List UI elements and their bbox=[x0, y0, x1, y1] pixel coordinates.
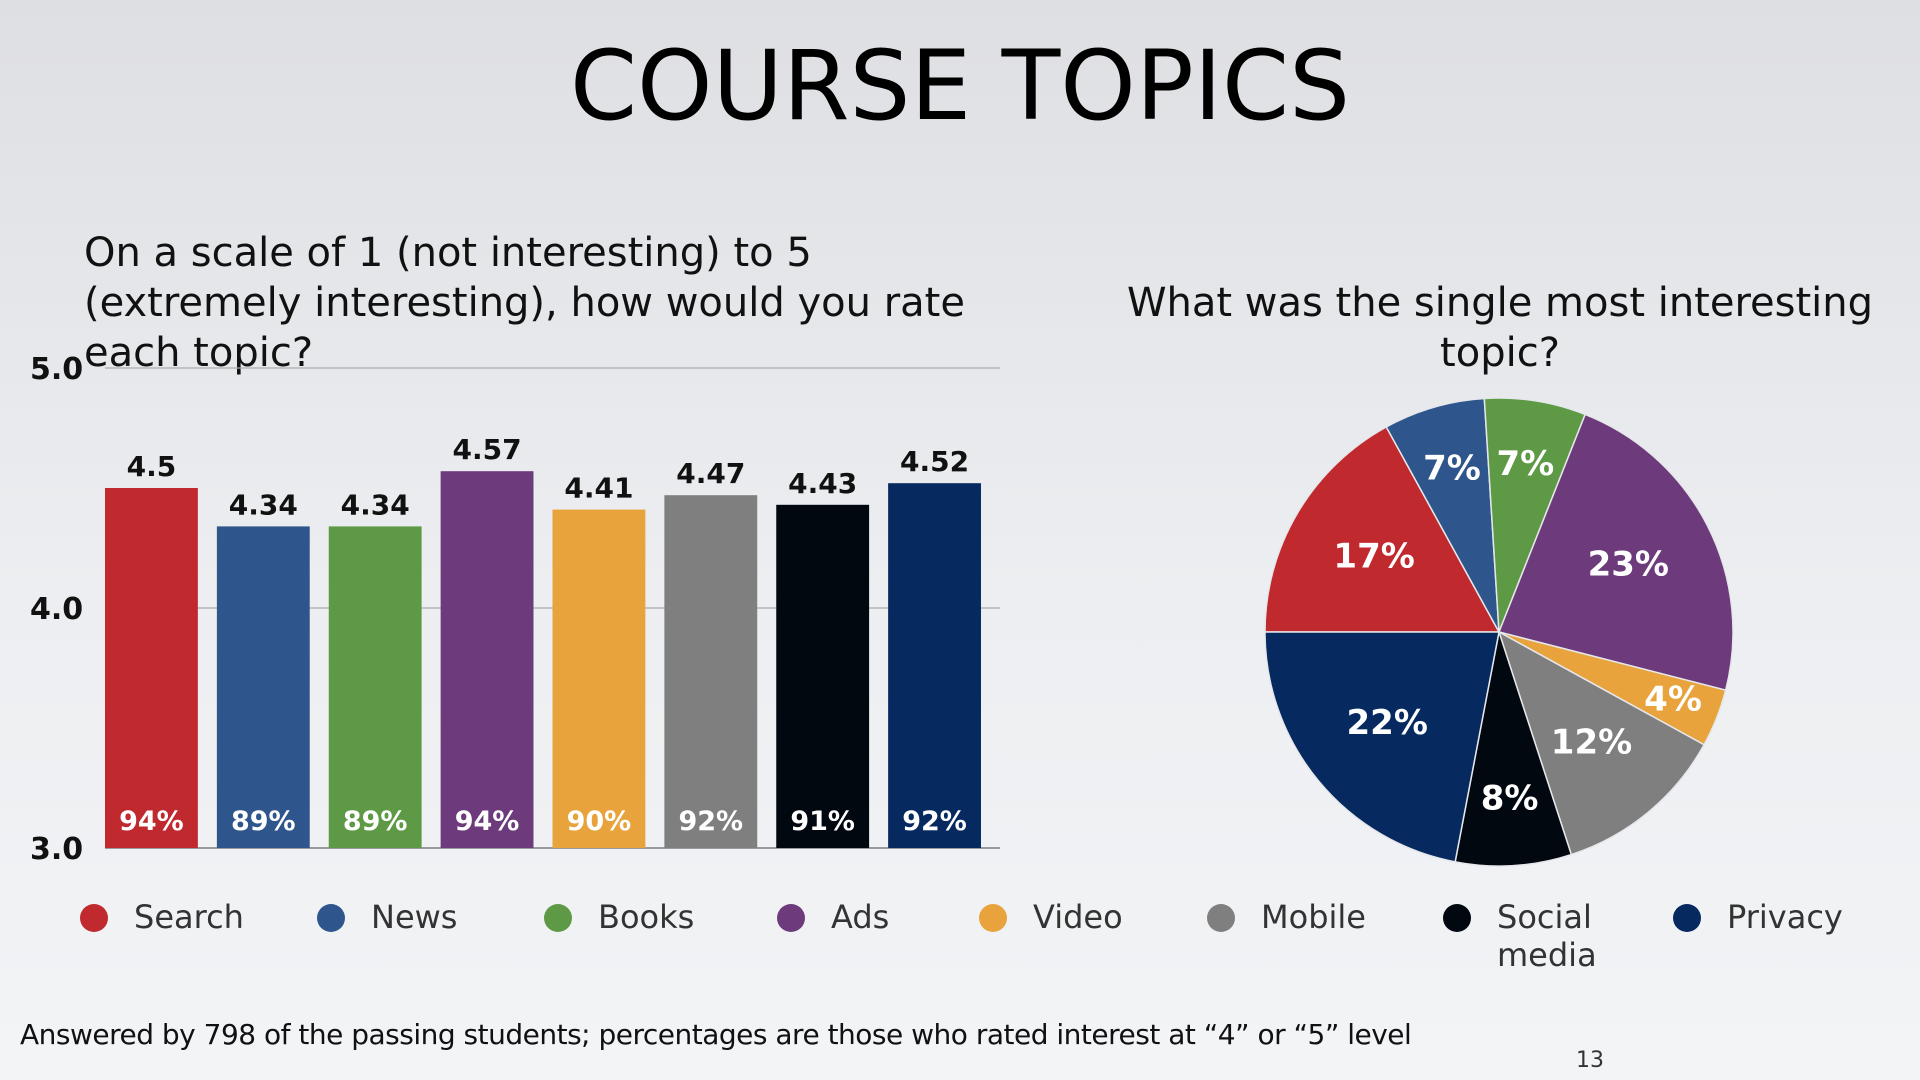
legend-item-search: Search bbox=[80, 898, 244, 978]
bar-percent-label: 94% bbox=[455, 806, 520, 837]
pie-slice-label: 4% bbox=[1644, 679, 1702, 719]
pie-slice-social-media bbox=[1454, 631, 1573, 867]
pie-slice-privacy bbox=[1264, 631, 1500, 863]
y-tick-label: 4.0 bbox=[30, 592, 83, 627]
bar-chart-question: On a scale of 1 (not interesting) to 5 (… bbox=[84, 230, 965, 376]
bar-value-label: 4.5 bbox=[127, 450, 177, 483]
bar-privacy bbox=[888, 483, 981, 848]
pie-slice-search bbox=[1264, 425, 1501, 633]
legend-label: Books bbox=[598, 898, 695, 936]
bar-chart: 3.0 4.0 5.0 4.5 94% 4.34 89% 4.34 89% 4.57 94% 4.41… bbox=[30, 352, 1000, 867]
legend-color-dot bbox=[544, 904, 572, 932]
legend-item-ads: Ads bbox=[777, 898, 941, 978]
legend-label: Ads bbox=[831, 898, 890, 936]
bar-books bbox=[328, 526, 422, 848]
legend-item-news: News bbox=[317, 898, 481, 978]
legend-color-dot bbox=[777, 904, 805, 932]
bar-value-label: 4.34 bbox=[229, 488, 298, 521]
pie-slice-mobile bbox=[1497, 630, 1706, 856]
legend-label: Privacy bbox=[1727, 898, 1843, 936]
pie-slice-label: 17% bbox=[1333, 537, 1414, 577]
y-tick-label: 5.0 bbox=[30, 352, 83, 387]
pie-slice-news bbox=[1385, 397, 1500, 633]
bar-percent-label: 91% bbox=[790, 806, 855, 837]
legend-item-books: Books bbox=[544, 898, 708, 978]
legend-label: Social media bbox=[1497, 898, 1597, 974]
bar-percent-label: 94% bbox=[119, 806, 184, 837]
legend-color-dot bbox=[1443, 904, 1471, 932]
pie-slice-label: 12% bbox=[1551, 722, 1632, 762]
pie-slice-books bbox=[1483, 397, 1587, 633]
bar-percent-label: 90% bbox=[567, 806, 632, 837]
bar-value-label: 4.52 bbox=[900, 445, 969, 478]
legend-label: Search bbox=[134, 898, 244, 936]
legend-color-dot bbox=[317, 904, 345, 932]
y-tick-label: 3.0 bbox=[30, 832, 83, 867]
bar-percent-label: 92% bbox=[902, 806, 967, 837]
bar-ads bbox=[440, 471, 534, 848]
legend: Search News Books Ads Video Mobile Social medi… bbox=[80, 898, 1860, 978]
legend-label: Mobile bbox=[1261, 898, 1366, 936]
bar-value-label: 4.57 bbox=[453, 433, 522, 466]
bar-news bbox=[216, 526, 310, 848]
bar-percent-label: 89% bbox=[343, 806, 408, 837]
legend-item-social-media: Social media bbox=[1443, 898, 1607, 978]
legend-label: News bbox=[371, 898, 458, 936]
page-number: 13 bbox=[1576, 1048, 1604, 1073]
pie-slice-label: 7% bbox=[1423, 449, 1481, 489]
legend-color-dot bbox=[1673, 904, 1701, 932]
legend-color-dot bbox=[1207, 904, 1235, 932]
footnote: Answered by 798 of the passing students;… bbox=[20, 1018, 1412, 1051]
slide-title: COURSE TOPICS bbox=[569, 30, 1351, 142]
pie-chart-question: What was the single most interesting top… bbox=[1126, 280, 1874, 376]
pie-slice-label: 7% bbox=[1496, 444, 1554, 484]
legend-item-privacy: Privacy bbox=[1673, 898, 1843, 978]
legend-label: Video bbox=[1033, 898, 1123, 936]
pie-slice-ads bbox=[1497, 413, 1734, 692]
bar-value-label: 4.34 bbox=[341, 488, 410, 521]
bar-search bbox=[105, 488, 198, 848]
bar-value-label: 4.41 bbox=[564, 472, 633, 505]
pie-slice-label: 22% bbox=[1347, 703, 1428, 743]
bar-value-label: 4.47 bbox=[676, 457, 745, 490]
bar-mobile bbox=[664, 495, 758, 848]
pie-slice-label: 8% bbox=[1481, 779, 1539, 819]
bar-value-label: 4.43 bbox=[788, 467, 857, 500]
bar-percent-label: 89% bbox=[231, 806, 296, 837]
legend-color-dot bbox=[80, 904, 108, 932]
legend-item-video: Video bbox=[979, 898, 1143, 978]
pie-chart: 17% 7% 7% 23% 4% 12% 8% 22% bbox=[1264, 397, 1734, 867]
bar-percent-label: 92% bbox=[678, 806, 743, 837]
bar-social-media bbox=[776, 504, 870, 848]
bar-video bbox=[552, 509, 646, 848]
legend-item-mobile: Mobile bbox=[1207, 898, 1371, 978]
legend-color-dot bbox=[979, 904, 1007, 932]
pie-slice-label: 23% bbox=[1588, 545, 1669, 585]
